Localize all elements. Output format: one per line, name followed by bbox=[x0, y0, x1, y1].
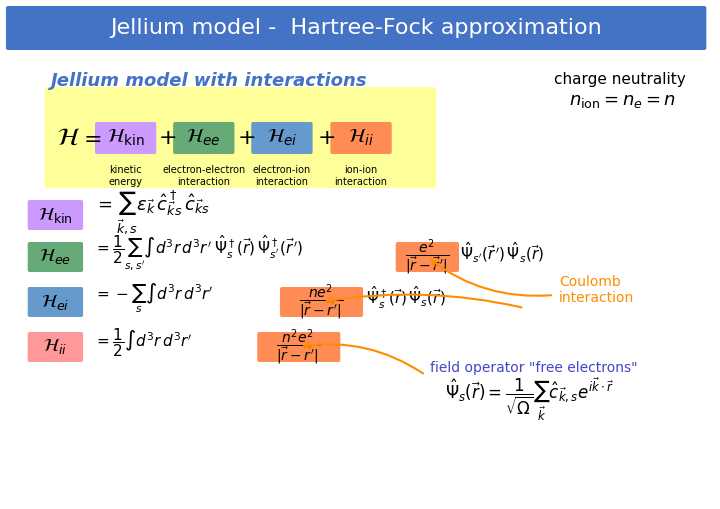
Text: ion-ion
interaction: ion-ion interaction bbox=[335, 165, 387, 187]
Text: $\dfrac{n^2 e^2}{|\vec{r}-\vec{r}^{\,\prime}|}$: $\dfrac{n^2 e^2}{|\vec{r}-\vec{r}^{\,\pr… bbox=[276, 327, 321, 367]
Text: $\mathcal{H}_{ee}$: $\mathcal{H}_{ee}$ bbox=[186, 128, 221, 148]
Text: $+$: $+$ bbox=[317, 128, 335, 148]
Text: $\mathcal{H}_{ii}$: $\mathcal{H}_{ii}$ bbox=[43, 337, 68, 356]
Text: Coulomb
interaction: Coulomb interaction bbox=[559, 275, 634, 305]
Text: $\hat{\Psi}^\dagger_s(\vec{r})\, \hat{\Psi}_s(\vec{r})$: $\hat{\Psi}^\dagger_s(\vec{r})\, \hat{\P… bbox=[366, 285, 446, 311]
FancyBboxPatch shape bbox=[27, 287, 83, 317]
FancyBboxPatch shape bbox=[27, 332, 83, 362]
Text: $\dfrac{ne^2}{|\vec{r}-\vec{r}^{\,\prime}|}$: $\dfrac{ne^2}{|\vec{r}-\vec{r}^{\,\prime… bbox=[300, 282, 343, 322]
Text: electron-ion
interaction: electron-ion interaction bbox=[253, 165, 311, 187]
Text: field operator "free electrons": field operator "free electrons" bbox=[431, 361, 638, 375]
Text: $\dfrac{e^2}{|\vec{r}-\vec{r}^{\,\prime}|}$: $\dfrac{e^2}{|\vec{r}-\vec{r}^{\,\prime}… bbox=[405, 237, 449, 277]
Text: $\mathcal{H}_{ei}$: $\mathcal{H}_{ei}$ bbox=[266, 128, 297, 148]
Text: $=$: $=$ bbox=[79, 128, 102, 148]
Text: charge neutrality: charge neutrality bbox=[554, 72, 685, 87]
Text: $\hat{\Psi}_s(\vec{r}) = \dfrac{1}{\sqrt{\Omega}}\sum_{\vec{k}} \hat{c}_{\vec{k}: $\hat{\Psi}_s(\vec{r}) = \dfrac{1}{\sqrt… bbox=[445, 377, 614, 423]
Text: $\mathcal{H}$: $\mathcal{H}$ bbox=[58, 126, 81, 150]
FancyBboxPatch shape bbox=[396, 242, 459, 272]
Text: $\mathcal{H}_{\mathrm{kin}}$: $\mathcal{H}_{\mathrm{kin}}$ bbox=[107, 128, 145, 148]
Text: $= \dfrac{1}{2}\sum_{s,s^{\prime}}\int d^3r\, d^3r^{\prime}\; \hat{\Psi}^\dagger: $= \dfrac{1}{2}\sum_{s,s^{\prime}}\int d… bbox=[94, 234, 304, 272]
Text: $n_{\mathrm{ion}} = n_e = n$: $n_{\mathrm{ion}} = n_e = n$ bbox=[569, 92, 676, 110]
FancyBboxPatch shape bbox=[27, 242, 83, 272]
Text: $= -\sum_s \int d^3r\, d^3r^{\prime}\;$: $= -\sum_s \int d^3r\, d^3r^{\prime}\;$ bbox=[94, 281, 213, 315]
Text: $\mathcal{H}_{\mathrm{kin}}$: $\mathcal{H}_{\mathrm{kin}}$ bbox=[38, 206, 73, 224]
FancyBboxPatch shape bbox=[6, 6, 706, 50]
FancyBboxPatch shape bbox=[330, 122, 392, 154]
Text: $\mathcal{H}_{ii}$: $\mathcal{H}_{ii}$ bbox=[348, 128, 374, 148]
Text: $\hat{\Psi}_{s^{\prime}}(\vec{r}^{\,\prime})\, \hat{\Psi}_s(\vec{r})$: $\hat{\Psi}_{s^{\prime}}(\vec{r}^{\,\pri… bbox=[460, 241, 544, 265]
Text: Jellium model with interactions: Jellium model with interactions bbox=[51, 72, 368, 90]
Text: $= \sum_{\vec{k},s} \epsilon_{\vec{k}}\, \hat{c}^\dagger_{\vec{k}s}\, \hat{c}_{\: $= \sum_{\vec{k},s} \epsilon_{\vec{k}}\,… bbox=[94, 188, 210, 236]
Text: $+$: $+$ bbox=[238, 128, 256, 148]
Text: $\mathcal{H}_{ee}$: $\mathcal{H}_{ee}$ bbox=[40, 247, 71, 267]
Text: kinetic
energy: kinetic energy bbox=[109, 165, 143, 187]
FancyBboxPatch shape bbox=[95, 122, 156, 154]
Text: Jellium model -  Hartree-Fock approximation: Jellium model - Hartree-Fock approximati… bbox=[110, 18, 602, 38]
Text: $\mathcal{H}_{ei}$: $\mathcal{H}_{ei}$ bbox=[41, 293, 70, 312]
Text: $+$: $+$ bbox=[158, 128, 176, 148]
FancyBboxPatch shape bbox=[257, 332, 341, 362]
FancyBboxPatch shape bbox=[45, 87, 436, 188]
Text: $= \dfrac{1}{2}\int d^3r\, d^3r^{\prime}\;$: $= \dfrac{1}{2}\int d^3r\, d^3r^{\prime}… bbox=[94, 327, 192, 359]
Text: electron-electron
interaction: electron-electron interaction bbox=[162, 165, 246, 187]
FancyBboxPatch shape bbox=[280, 287, 363, 317]
FancyBboxPatch shape bbox=[251, 122, 312, 154]
FancyBboxPatch shape bbox=[173, 122, 235, 154]
FancyBboxPatch shape bbox=[27, 200, 83, 230]
